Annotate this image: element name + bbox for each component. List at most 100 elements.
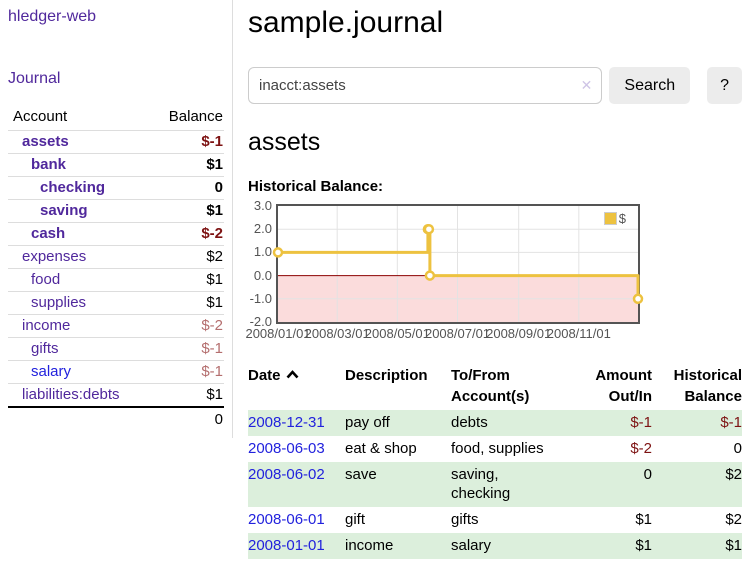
x-tick-label: 2008/09/01 bbox=[486, 326, 552, 341]
transaction-amount: 0 bbox=[643, 465, 652, 483]
account-link-cash[interactable]: cash bbox=[31, 225, 66, 242]
register-row: 2008-12-31 pay off debts $-1 $-1 bbox=[248, 410, 742, 436]
account-balance: $-1 bbox=[152, 337, 224, 361]
x-tick-label: 2008/01/01 bbox=[245, 326, 311, 341]
sidebar: hledger-web Journal Account Balance asse… bbox=[0, 0, 233, 438]
account-link-checking[interactable]: checking bbox=[40, 179, 106, 196]
register-row: 2008-06-03 eat & shop food, supplies $-2… bbox=[248, 436, 742, 462]
brand-link[interactable]: hledger-web bbox=[8, 8, 97, 25]
clear-search-icon[interactable]: ✕ bbox=[580, 77, 593, 93]
accounts-table: Account Balance assets $-1 bank $1 check… bbox=[8, 105, 224, 431]
account-balance: $1 bbox=[152, 199, 224, 223]
account-balance: 0 bbox=[152, 176, 224, 200]
account-row: expenses $2 bbox=[8, 245, 224, 269]
register-row: 2008-01-01 income salary $1 $1 bbox=[248, 532, 742, 559]
sort-ascending-icon bbox=[286, 370, 298, 379]
sidebar-item-journal[interactable]: Journal bbox=[8, 70, 61, 87]
account-balance: $-2 bbox=[152, 222, 224, 246]
register-table: Date Description To/From Account(s) Amou… bbox=[248, 363, 742, 559]
search-input[interactable] bbox=[248, 67, 603, 104]
transaction-description: eat & shop bbox=[345, 439, 417, 457]
transaction-date-link[interactable]: 2008-01-01 bbox=[248, 536, 325, 554]
transaction-balance: $2 bbox=[725, 465, 742, 483]
x-tick-label: 2008/11/01 bbox=[546, 326, 611, 341]
account-link-saving[interactable]: saving bbox=[40, 202, 88, 219]
transaction-balance: 0 bbox=[733, 439, 742, 457]
transaction-amount: $-1 bbox=[630, 414, 652, 431]
account-balance: $-1 bbox=[152, 360, 224, 384]
accounts-total-value: 0 bbox=[152, 406, 224, 431]
chart-legend: $ bbox=[603, 211, 626, 226]
help-button[interactable]: ? bbox=[707, 67, 742, 104]
account-link-supplies[interactable]: supplies bbox=[31, 294, 87, 311]
chart-plot-area[interactable]: $ bbox=[272, 204, 644, 324]
series-swatch-icon bbox=[603, 212, 617, 225]
register-header-description: Description bbox=[345, 367, 428, 384]
account-link-food[interactable]: food bbox=[31, 271, 61, 288]
account-row: saving $1 bbox=[8, 199, 224, 223]
account-balance: $1 bbox=[152, 383, 224, 408]
accounts-header-balance: Balance bbox=[152, 105, 224, 131]
transaction-balance: $-1 bbox=[720, 414, 742, 431]
account-balance: $-1 bbox=[152, 130, 224, 154]
transaction-description: gift bbox=[345, 511, 366, 529]
y-tick-label: 2.0 bbox=[253, 221, 272, 237]
transaction-amount: $1 bbox=[635, 536, 652, 554]
transaction-date-link[interactable]: 2008-06-01 bbox=[248, 511, 325, 529]
y-tick-label: 0.0 bbox=[253, 267, 272, 283]
transaction-accounts: saving, checking bbox=[451, 465, 511, 503]
account-balance: $1 bbox=[152, 268, 224, 292]
register-header-amount: Amount Out/In bbox=[595, 367, 652, 405]
search-button[interactable]: Search bbox=[609, 67, 691, 104]
chart-title: Historical Balance: bbox=[248, 178, 384, 195]
y-tick-label: 1.0 bbox=[253, 244, 272, 260]
account-row: bank $1 bbox=[8, 153, 224, 177]
register-row: 2008-06-01 gift gifts $1 $2 bbox=[248, 507, 742, 533]
register-header-row: Date Description To/From Account(s) Amou… bbox=[248, 363, 742, 410]
account-row: food $1 bbox=[8, 268, 224, 292]
page-title: sample.journal bbox=[248, 6, 444, 39]
chart-y-axis: 3.0 2.0 1.0 0.0 -1.0 -2.0 bbox=[248, 198, 276, 329]
chart-x-axis: 2008/01/01 2008/03/01 2008/05/01 2008/07/01… bbox=[245, 324, 640, 342]
transaction-description: pay off bbox=[345, 414, 390, 431]
transaction-date-link[interactable]: 2008-06-03 bbox=[248, 439, 325, 457]
transaction-date-link[interactable]: 2008-06-02 bbox=[248, 465, 325, 483]
account-link-income[interactable]: income bbox=[22, 317, 71, 334]
account-row: cash $-2 bbox=[8, 222, 224, 246]
main-content: sample.journal ✕ Search ? assets Histori… bbox=[245, 0, 742, 559]
account-link-bank[interactable]: bank bbox=[31, 156, 67, 173]
account-row: assets $-1 bbox=[8, 130, 224, 154]
accounts-total-row: 0 bbox=[8, 406, 224, 431]
transaction-description: income bbox=[345, 536, 394, 554]
transaction-amount: $1 bbox=[635, 511, 652, 529]
transaction-accounts: food, supplies bbox=[451, 439, 544, 457]
transaction-date-link[interactable]: 2008-12-31 bbox=[248, 414, 325, 431]
register-header-account: To/From Account(s) bbox=[451, 367, 530, 405]
account-row: supplies $1 bbox=[8, 291, 224, 315]
account-row: income $-2 bbox=[8, 314, 224, 338]
account-link-gifts[interactable]: gifts bbox=[31, 340, 59, 357]
transaction-balance: $2 bbox=[725, 511, 742, 529]
account-link-expenses[interactable]: expenses bbox=[22, 248, 87, 265]
register-header-date: Date bbox=[248, 363, 345, 410]
balance-chart: 3.0 2.0 1.0 0.0 -1.0 -2.0 $ 2008/01/01 2008/03… bbox=[245, 198, 742, 342]
account-link-assets[interactable]: assets bbox=[22, 133, 69, 150]
y-tick-label: 3.0 bbox=[253, 198, 272, 213]
account-balance: $-2 bbox=[152, 314, 224, 338]
account-balance: $1 bbox=[152, 153, 224, 177]
account-balance: $1 bbox=[152, 291, 224, 315]
search-form: ✕ Search ? bbox=[248, 67, 742, 104]
accounts-header-row: Account Balance bbox=[8, 105, 224, 131]
transaction-amount: $-2 bbox=[630, 439, 652, 457]
y-tick-label: -2.0 bbox=[249, 314, 272, 329]
register-row: 2008-06-02 save saving, checking 0 $2 bbox=[248, 461, 742, 508]
x-tick-label: 2008/03/01 bbox=[304, 326, 370, 341]
account-balance: $2 bbox=[152, 245, 224, 269]
account-link-liabilities-debts[interactable]: liabilities:debts bbox=[22, 386, 120, 403]
account-link-salary[interactable]: salary bbox=[31, 363, 72, 380]
transaction-description: save bbox=[345, 465, 377, 483]
x-tick-label: 2008/05/01 bbox=[364, 326, 430, 341]
register-header-balance: Historical Balance bbox=[673, 367, 742, 405]
account-heading: assets bbox=[248, 128, 321, 156]
